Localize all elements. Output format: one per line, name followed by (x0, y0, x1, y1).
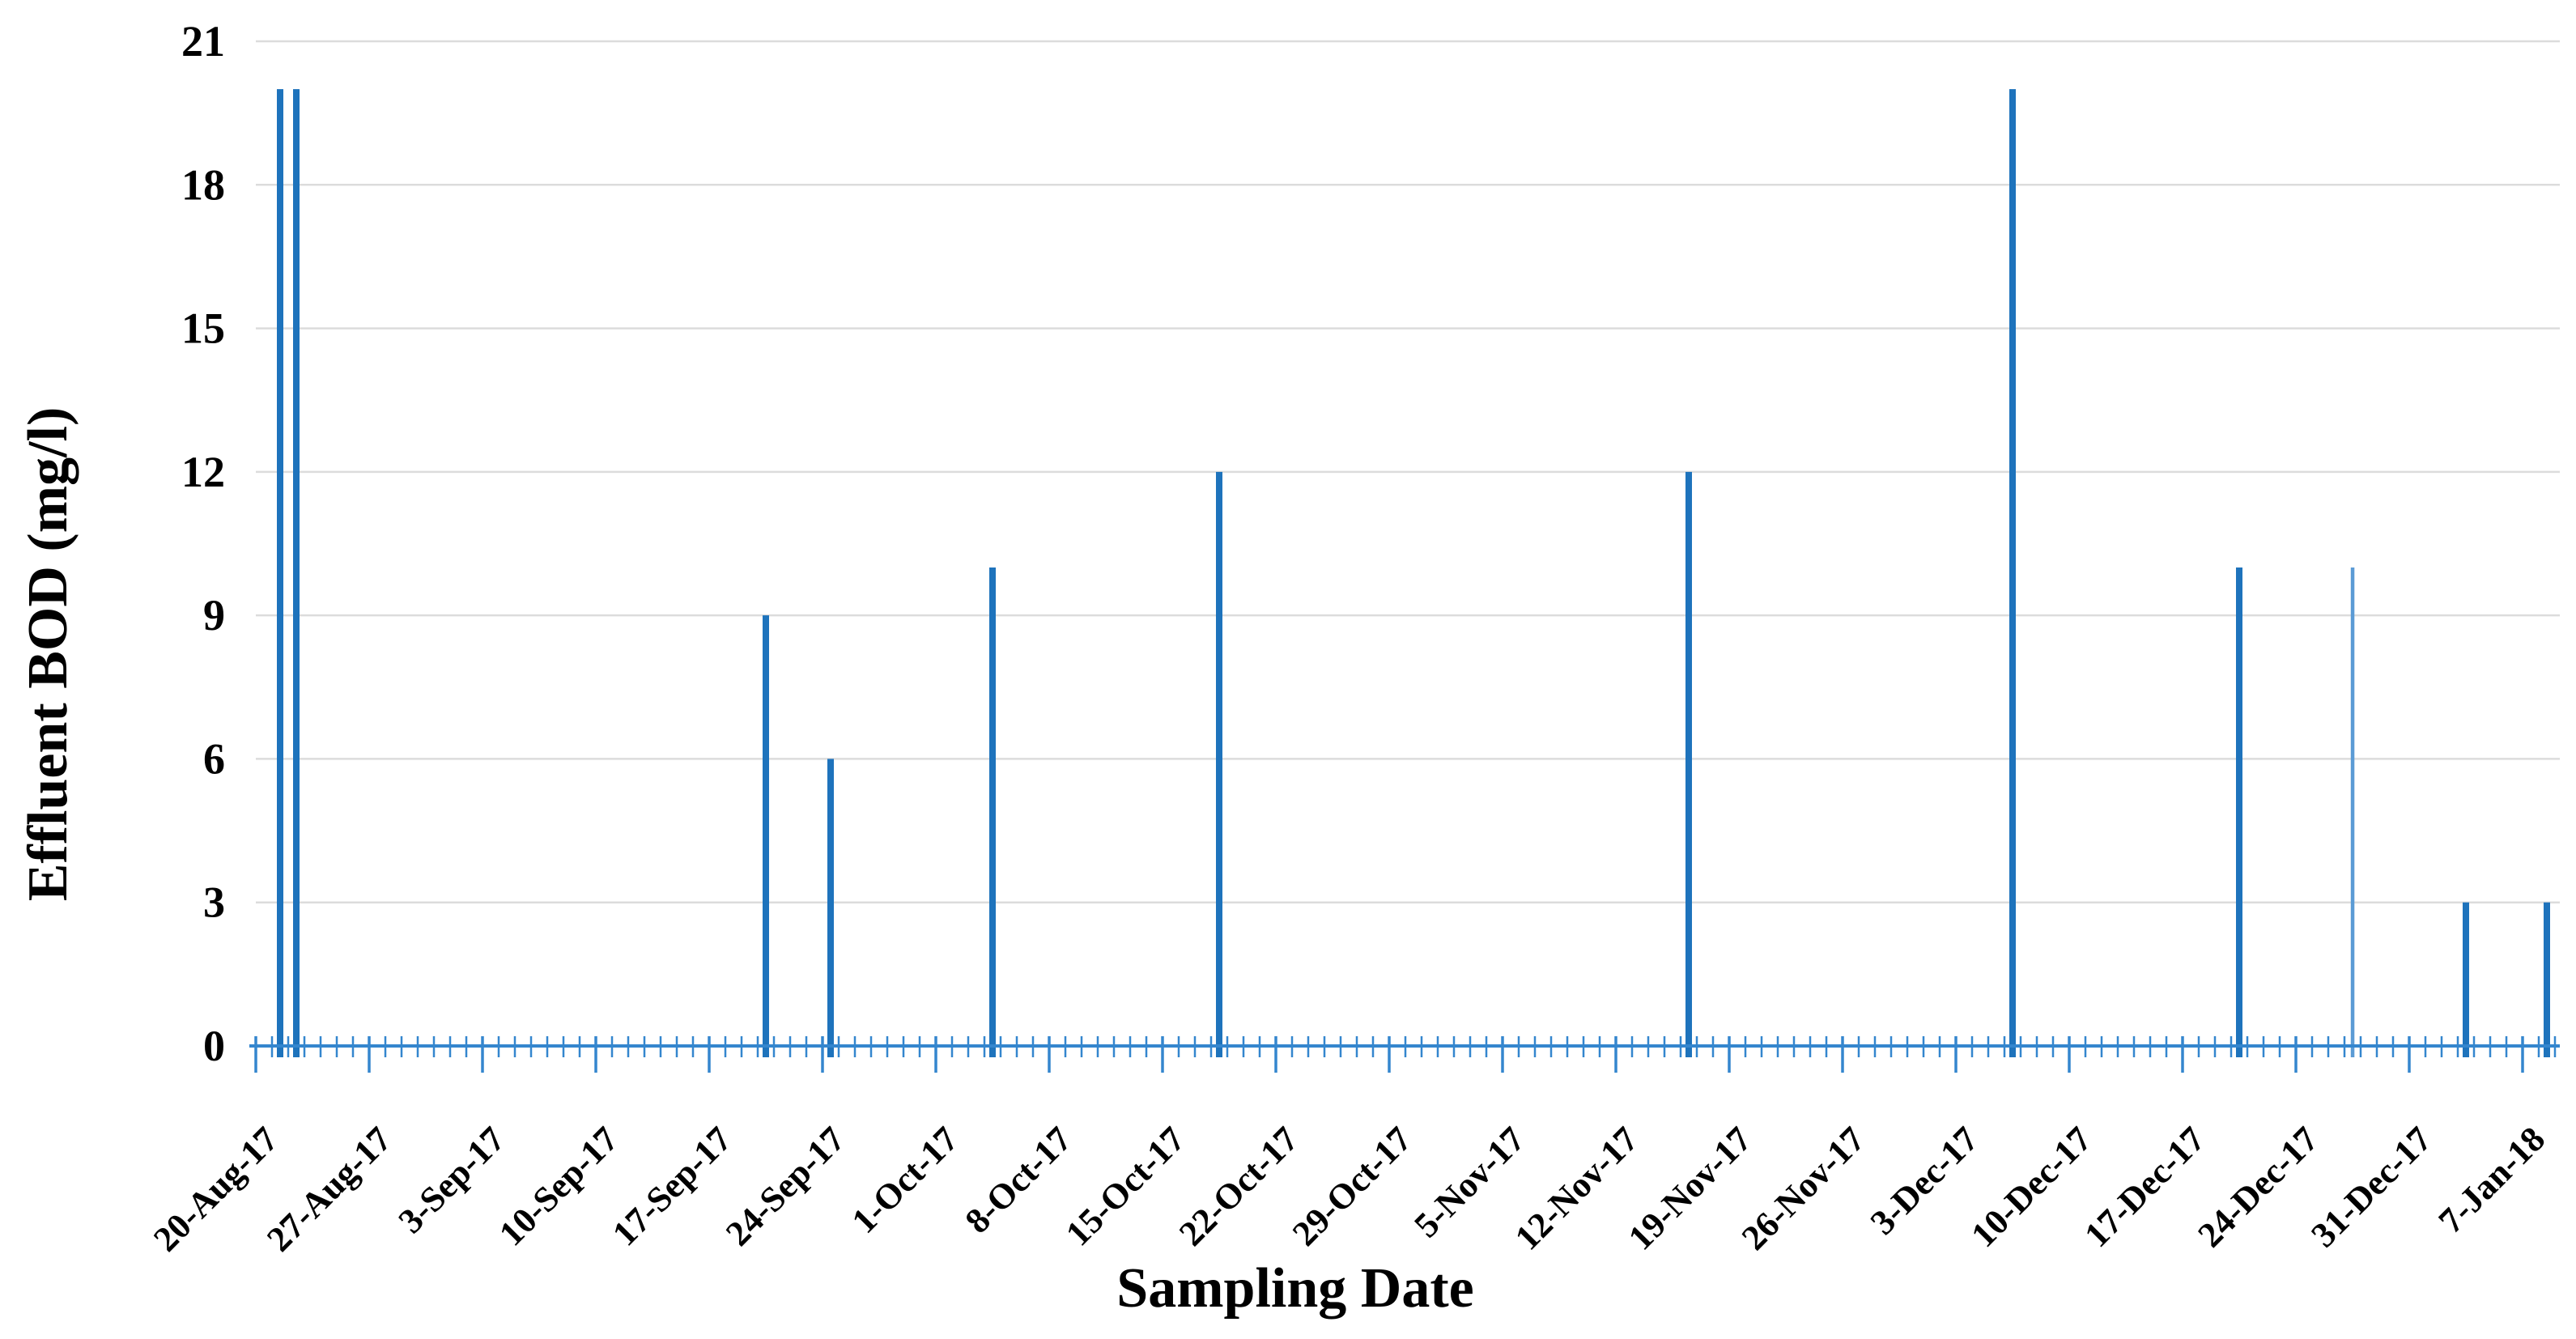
y-tick-label: 3 (203, 878, 225, 927)
x-tick-label: 31-Dec-17 (2303, 1119, 2439, 1255)
y-tick-label: 12 (181, 448, 225, 496)
bar (1685, 471, 1692, 1057)
x-axis-title: Sampling Date (1116, 1257, 1474, 1320)
x-tick-label: 19-Nov-17 (1621, 1119, 1759, 1257)
bar (1216, 471, 1222, 1057)
x-tick-label: 10-Sep-17 (491, 1119, 626, 1253)
bar (277, 89, 283, 1058)
x-tick-label: 12-Nov-17 (1507, 1119, 1646, 1257)
y-axis-title: Effluent BOD (mg/l) (17, 406, 79, 902)
x-tick-label: 1-Oct-17 (844, 1119, 966, 1240)
x-tick-label: 24-Sep-17 (718, 1119, 852, 1253)
bar (2463, 902, 2469, 1057)
x-tick-label: 15-Oct-17 (1058, 1119, 1192, 1253)
x-tick-label: 27-Aug-17 (259, 1119, 399, 1259)
x-tick-label: 17-Sep-17 (605, 1119, 739, 1253)
y-tick-label: 21 (181, 17, 225, 66)
y-tick-label: 15 (181, 304, 225, 353)
x-tick-label: 7-Jan-18 (2431, 1119, 2553, 1240)
x-tick-label: 22-Oct-17 (1171, 1119, 1306, 1253)
bar (763, 615, 769, 1057)
bar (293, 89, 300, 1058)
x-tick-label: 29-Oct-17 (1285, 1119, 1419, 1253)
bar (2544, 902, 2550, 1057)
y-tick-label: 9 (203, 591, 225, 640)
bar (827, 759, 834, 1057)
x-tick-label: 24-Dec-17 (2190, 1119, 2326, 1255)
y-tick-label: 0 (203, 1022, 225, 1070)
bar (2236, 567, 2242, 1057)
y-tick-label: 18 (181, 160, 225, 209)
bar (2350, 567, 2355, 1057)
y-tick-label: 6 (203, 734, 225, 783)
x-tick-label: 26-Nov-17 (1734, 1119, 1872, 1257)
x-tick-label: 17-Dec-17 (2077, 1119, 2213, 1255)
bar (989, 567, 996, 1057)
bar (2009, 89, 2016, 1058)
x-tick-label: 10-Dec-17 (1963, 1119, 2099, 1255)
x-tick-label: 20-Aug-17 (146, 1119, 286, 1259)
